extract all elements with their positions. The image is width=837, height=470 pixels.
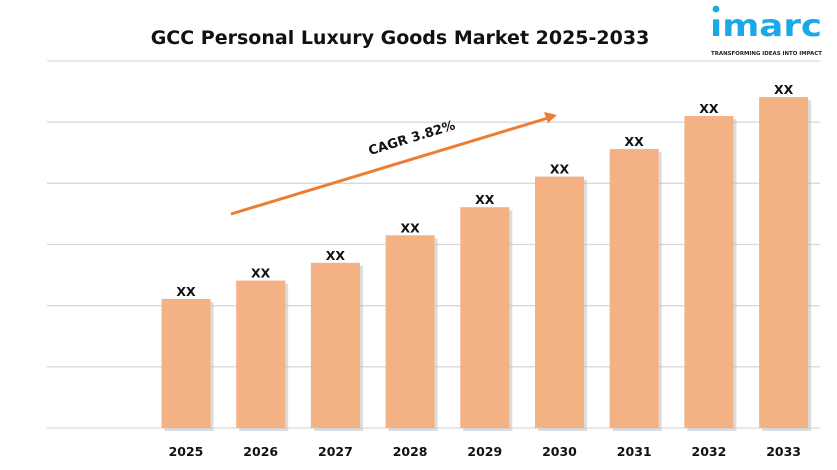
bar-2033: [759, 97, 809, 429]
bar-2032: [684, 116, 734, 429]
data-label: XX: [625, 134, 645, 149]
chart-title: GCC Personal Luxury Goods Market 2025-20…: [151, 27, 650, 49]
cagr-arrow: [230, 112, 557, 216]
logo-tagline: TRANSFORMING IDEAS INTO IMPACT: [711, 51, 822, 57]
bar-2025: [161, 298, 211, 428]
x-tick-label: 2027: [318, 444, 353, 459]
data-label: XX: [251, 266, 271, 281]
data-label: XX: [774, 82, 794, 97]
data-label: XX: [326, 248, 346, 263]
x-tick-label: 2025: [169, 444, 204, 459]
bar-2027: [310, 262, 360, 428]
data-label: XX: [699, 101, 719, 116]
bar-2031: [609, 149, 659, 428]
data-label: XX: [550, 162, 570, 177]
x-tick-label: 2031: [617, 444, 652, 459]
data-label: XX: [400, 220, 420, 235]
data-label: XX: [475, 192, 495, 207]
bar-2026: [236, 280, 286, 428]
bar-2030: [535, 176, 584, 428]
x-tick-label: 2026: [243, 444, 278, 459]
svg-text:ımarc: ımarc: [710, 9, 822, 44]
x-tick-label: 2028: [393, 444, 428, 459]
x-tick-label: 2032: [692, 444, 727, 459]
x-tick-label: 2030: [542, 444, 577, 459]
x-tick-label: 2033: [766, 444, 801, 459]
imarc-logo: ımarc TRANSFORMING IDEAS INTO IMPACT: [710, 5, 822, 57]
x-tick-label: 2029: [467, 444, 502, 459]
bar-2028: [385, 235, 435, 428]
data-label: XX: [176, 284, 196, 299]
cagr-label: CAGR 3.82%: [367, 118, 457, 159]
bar-2029: [460, 207, 510, 428]
